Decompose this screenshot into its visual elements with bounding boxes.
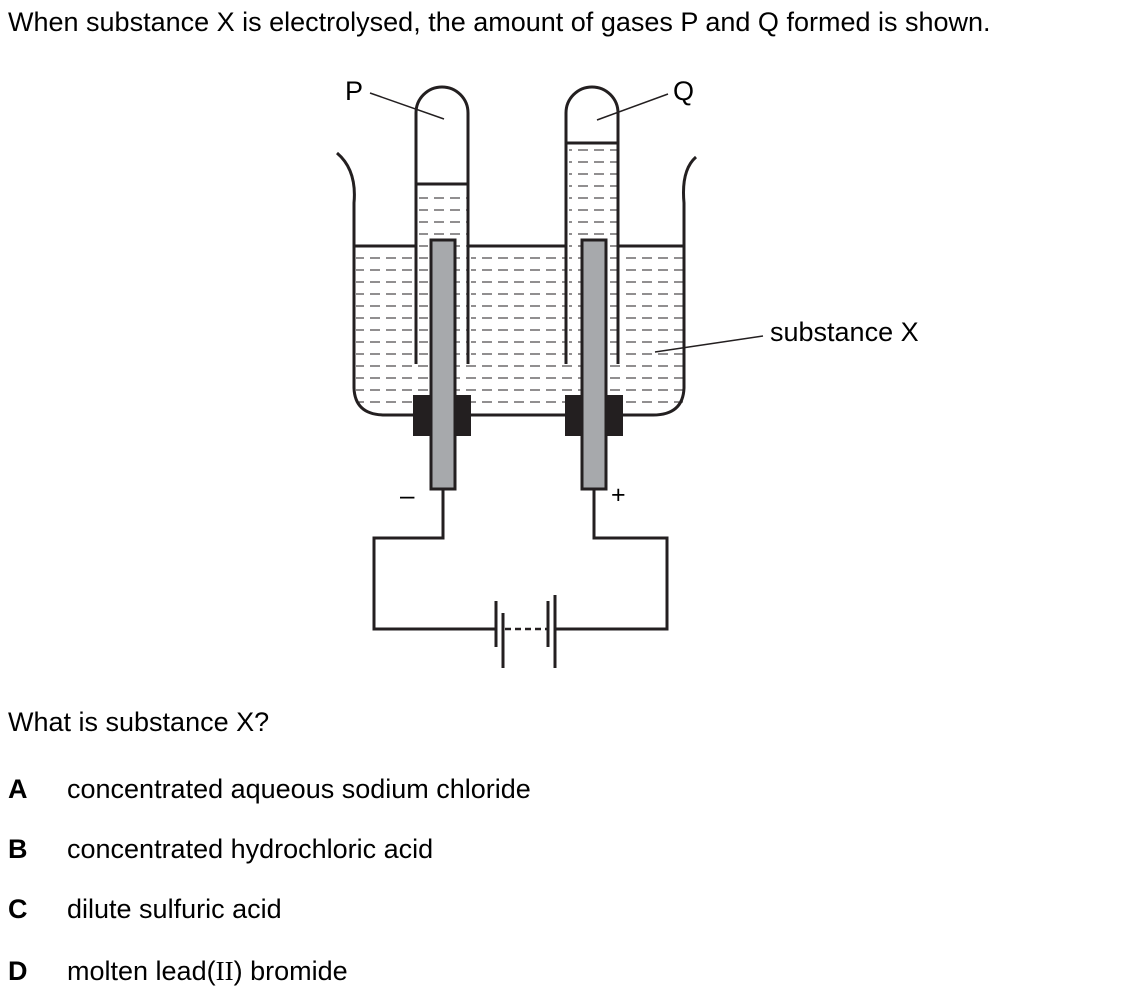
label-gas-p: P bbox=[345, 76, 363, 106]
label-negative-terminal: – bbox=[400, 480, 415, 510]
leader-q bbox=[596, 93, 669, 121]
option-letter: D bbox=[8, 956, 28, 986]
option-text: concentrated aqueous sodium chloride bbox=[67, 774, 531, 804]
wire-left bbox=[372, 489, 496, 631]
beaker bbox=[335, 151, 698, 417]
battery bbox=[494, 595, 557, 668]
option-text: dilute sulfuric acid bbox=[67, 894, 282, 924]
leader-substance bbox=[654, 335, 764, 353]
option-text-before: molten lead( bbox=[67, 956, 216, 986]
electrode-positive bbox=[580, 238, 608, 491]
option-letter: A bbox=[8, 774, 28, 804]
liquid-below-tubes bbox=[356, 364, 683, 412]
electrolysis-diagram: P Q substance X – + bbox=[335, 76, 919, 668]
label-positive-terminal: + bbox=[611, 481, 626, 509]
option-text-after: ) bromide bbox=[233, 956, 348, 986]
label-substance-x: substance X bbox=[770, 317, 919, 347]
option-text: concentrated hydrochloric acid bbox=[67, 834, 434, 864]
liquid-region bbox=[356, 146, 683, 413]
option-letter: C bbox=[8, 894, 28, 924]
tube-p bbox=[414, 85, 470, 364]
electrode-negative bbox=[429, 238, 457, 491]
question-intro: When substance X is electrolysed, the am… bbox=[8, 7, 991, 37]
leader-p bbox=[369, 92, 445, 120]
option-letter: B bbox=[8, 834, 28, 864]
option-text: molten lead(II) bromide bbox=[67, 953, 348, 989]
tube-q bbox=[564, 85, 620, 364]
label-gas-q: Q bbox=[673, 76, 694, 106]
question-prompt: What is substance X? bbox=[8, 707, 270, 737]
wire-right bbox=[555, 489, 669, 631]
roman-numeral: II bbox=[215, 956, 234, 986]
